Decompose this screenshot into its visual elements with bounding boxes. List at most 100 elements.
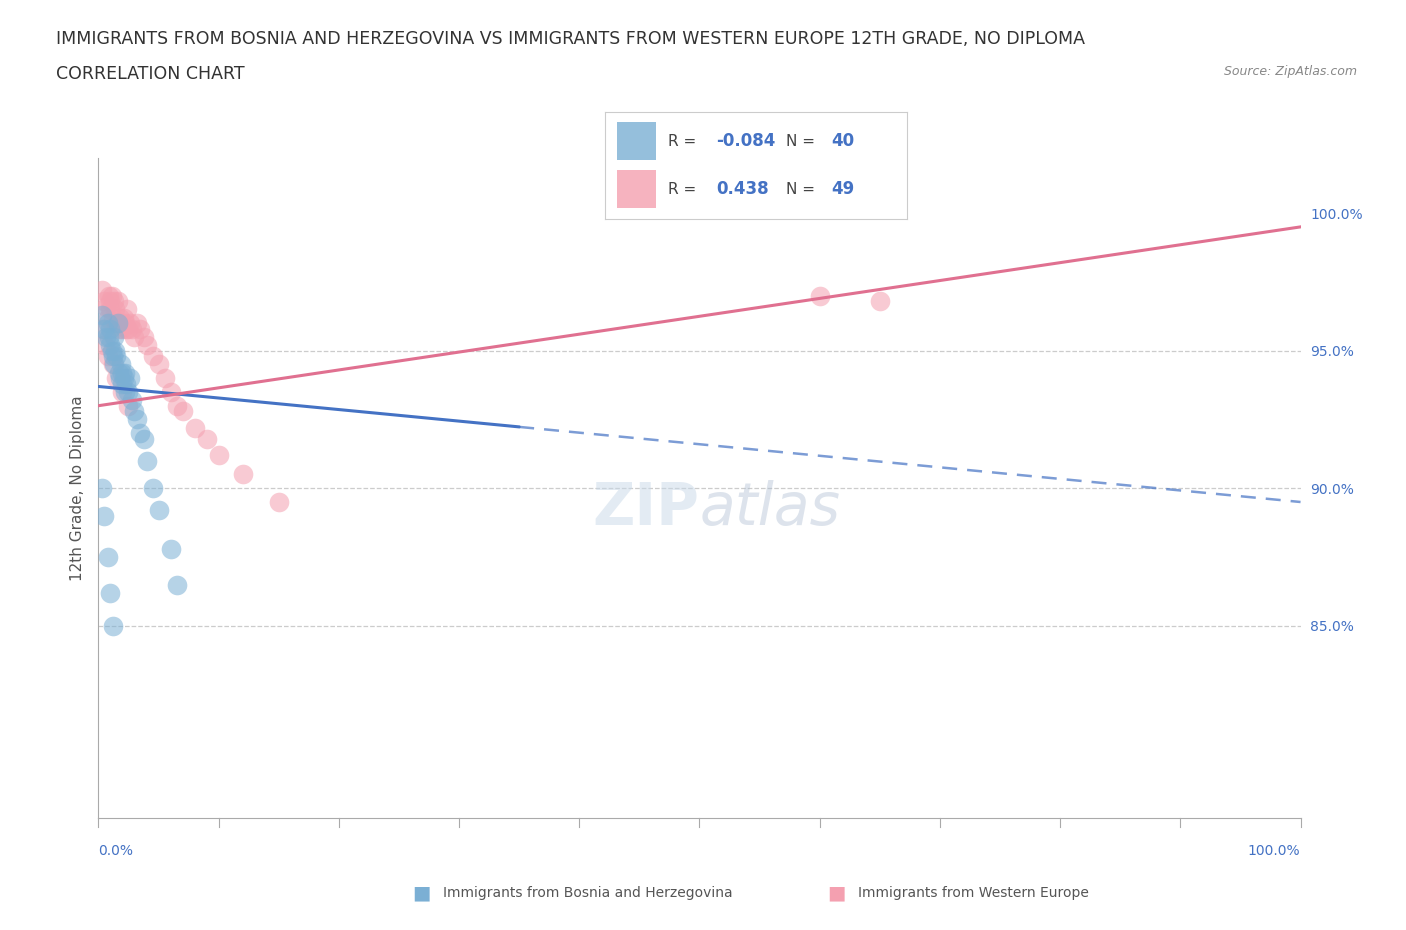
Point [125, 316, 148, 331]
Point [112, 311, 135, 325]
Point [103, 294, 125, 309]
Point [232, 467, 254, 482]
Point [111, 384, 134, 399]
Point [93, 321, 115, 336]
Point [121, 392, 143, 407]
Point [115, 377, 138, 392]
Point [117, 384, 139, 399]
Point [125, 412, 148, 427]
Point [97, 316, 120, 331]
Point [124, 404, 146, 418]
Point [94, 299, 117, 314]
Point [98, 288, 121, 303]
Point [153, 371, 176, 386]
Point [129, 426, 152, 441]
Point [105, 371, 128, 386]
Point [91, 283, 114, 298]
Point [100, 585, 122, 600]
Point [108, 365, 131, 380]
Point [110, 357, 132, 372]
Point [94, 329, 117, 344]
Point [159, 541, 181, 556]
Point [124, 329, 146, 344]
Point [159, 384, 181, 399]
Point [808, 288, 831, 303]
Point [100, 343, 122, 358]
Point [107, 294, 129, 309]
Text: R =: R = [668, 181, 702, 196]
Text: 100.0%: 100.0% [1249, 844, 1301, 858]
Point [132, 432, 155, 446]
Point [121, 321, 143, 336]
Point [103, 329, 125, 344]
Point [112, 371, 135, 386]
Point [100, 321, 122, 336]
Text: Source: ZipAtlas.com: Source: ZipAtlas.com [1223, 65, 1357, 78]
Point [141, 349, 163, 364]
Point [91, 321, 114, 336]
Point [132, 329, 155, 344]
Point [93, 338, 115, 352]
Text: Immigrants from Western Europe: Immigrants from Western Europe [858, 885, 1088, 900]
Point [100, 288, 122, 303]
Point [117, 321, 139, 336]
Point [108, 321, 131, 336]
Point [105, 316, 128, 331]
Point [108, 371, 131, 386]
Point [105, 349, 128, 364]
Point [103, 357, 125, 372]
Point [208, 448, 231, 463]
Point [267, 495, 290, 510]
Point [111, 377, 134, 392]
Text: R =: R = [668, 134, 702, 149]
Text: ■: ■ [827, 884, 846, 902]
Bar [617, 123, 657, 160]
Point [148, 357, 170, 372]
Text: N =: N = [786, 134, 820, 149]
Point [166, 398, 188, 413]
Text: CORRELATION CHART: CORRELATION CHART [56, 65, 245, 83]
Text: IMMIGRANTS FROM BOSNIA AND HERZEGOVINA VS IMMIGRANTS FROM WESTERN EUROPE 12TH GR: IMMIGRANTS FROM BOSNIA AND HERZEGOVINA V… [56, 30, 1085, 47]
Point [183, 420, 205, 435]
Point [111, 321, 134, 336]
Point [148, 503, 170, 518]
Point [97, 349, 120, 364]
Point [101, 349, 124, 364]
Text: 49: 49 [831, 180, 855, 198]
Point [111, 365, 134, 380]
Point [93, 294, 115, 309]
Text: -0.084: -0.084 [717, 132, 776, 150]
Point [91, 308, 114, 323]
Point [93, 509, 115, 524]
Point [114, 316, 136, 331]
Bar [617, 170, 657, 208]
Point [135, 338, 157, 352]
Point [100, 338, 122, 352]
Point [104, 302, 127, 317]
Y-axis label: 12th Grade, No Diploma: 12th Grade, No Diploma [69, 395, 84, 581]
Point [104, 343, 127, 358]
Text: 40: 40 [831, 132, 855, 150]
Point [115, 321, 138, 336]
Text: Immigrants from Bosnia and Herzegovina: Immigrants from Bosnia and Herzegovina [443, 885, 733, 900]
Point [97, 311, 120, 325]
Point [108, 311, 131, 325]
Point [101, 311, 124, 325]
Point [141, 481, 163, 496]
Point [869, 294, 891, 309]
Point [97, 550, 120, 565]
Point [118, 316, 141, 331]
Point [91, 481, 114, 496]
Point [166, 578, 188, 592]
Point [172, 404, 194, 418]
Text: ■: ■ [412, 884, 432, 902]
Point [135, 453, 157, 468]
Point [107, 316, 129, 331]
Point [129, 321, 152, 336]
Point [98, 329, 121, 344]
Point [110, 316, 132, 331]
Text: atlas: atlas [700, 480, 841, 537]
Text: 0.438: 0.438 [717, 180, 769, 198]
Text: N =: N = [786, 181, 820, 196]
Text: ZIP: ZIP [592, 480, 700, 537]
